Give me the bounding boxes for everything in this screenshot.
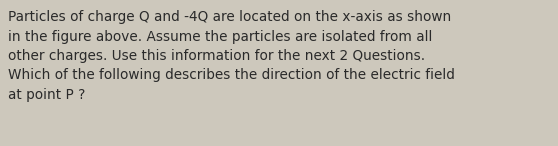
Text: Particles of charge Q and -4Q are located on the x-axis as shown
in the figure a: Particles of charge Q and -4Q are locate… [8, 10, 455, 102]
